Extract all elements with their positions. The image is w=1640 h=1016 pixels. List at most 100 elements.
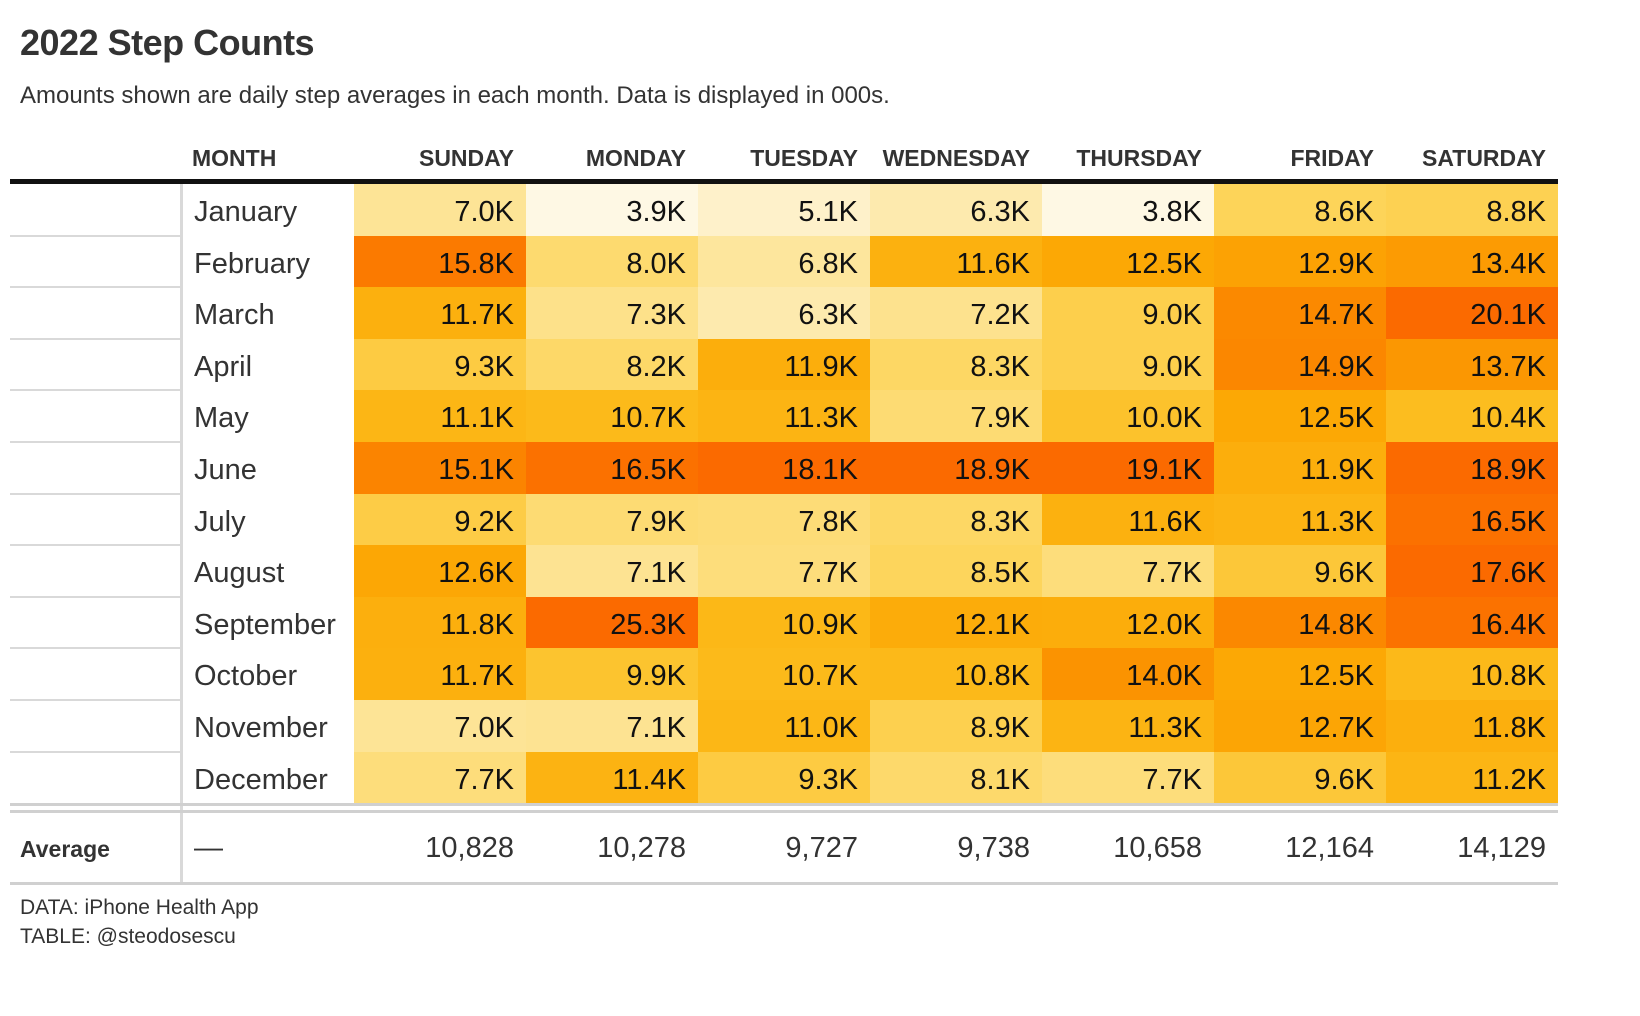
average-value: 9,738 — [957, 832, 1030, 864]
month-label: February — [194, 247, 311, 280]
month-label: September — [194, 608, 336, 641]
row-divider — [10, 234, 180, 237]
heatmap-cell: 9.3K — [698, 751, 870, 804]
heatmap-cell: 16.5K — [526, 442, 698, 495]
heatmap-cell: 3.8K — [1042, 184, 1214, 237]
month-label: January — [194, 196, 298, 228]
heatmap-cell: 9.6K — [1214, 545, 1386, 598]
heatmap-cell: 12.5K — [1042, 235, 1214, 288]
heatmap-cell: 8.1K — [870, 751, 1042, 804]
heatmap-cell: 10.7K — [526, 390, 698, 443]
row-divider — [10, 750, 180, 753]
heatmap-cell: 11.4K — [526, 751, 698, 804]
heatmap-cell: 15.8K — [354, 235, 526, 288]
row-divider — [10, 337, 180, 340]
heatmap-cell: 7.1K — [526, 700, 698, 753]
heatmap-cell: 11.6K — [1042, 493, 1214, 546]
heatmap-cell: 11.9K — [698, 338, 870, 391]
row-divider — [10, 389, 180, 392]
column-header-tuesday: TUESDAY — [750, 145, 858, 171]
column-divider — [180, 184, 183, 884]
heatmap-cell: 3.9K — [526, 184, 698, 237]
heatmap-cell: 9.0K — [1042, 287, 1214, 340]
heatmap-cell: 18.9K — [1386, 442, 1558, 495]
heatmap-cell: 10.7K — [698, 648, 870, 701]
heatmap-cell: 14.8K — [1214, 596, 1386, 649]
average-value: 14,129 — [1457, 832, 1546, 864]
heatmap-cell: 7.7K — [1042, 545, 1214, 598]
heatmap-cell: 7.1K — [526, 545, 698, 598]
row-divider — [10, 286, 180, 289]
heatmap-cell: 11.2K — [1386, 751, 1558, 804]
average-label: Average — [20, 836, 110, 862]
heatmap-cell: 9.2K — [354, 493, 526, 546]
data-source: DATA: iPhone Health App — [20, 896, 259, 919]
heatmap-cell: 11.7K — [354, 648, 526, 701]
heatmap-cell: 7.7K — [1042, 751, 1214, 804]
row-divider — [10, 544, 180, 547]
month-label: March — [194, 299, 275, 332]
average-value: 10,828 — [425, 832, 514, 864]
summary-rule — [10, 810, 1558, 813]
heatmap-cell: 7.8K — [698, 493, 870, 546]
heatmap-cell: 11.6K — [870, 235, 1042, 288]
heatmap-cell: 19.1K — [1042, 442, 1214, 495]
column-header-wednesday: WEDNESDAY — [882, 145, 1030, 171]
heatmap-cell: 12.0K — [1042, 596, 1214, 649]
average-value: 10,278 — [597, 832, 686, 864]
heatmap-cell: 7.9K — [526, 493, 698, 546]
heatmap-cell: 11.1K — [354, 390, 526, 443]
heatmap-cell: 6.8K — [698, 235, 870, 288]
heatmap-cell: 11.8K — [354, 596, 526, 649]
heatmap-cell: 12.6K — [354, 545, 526, 598]
month-label: August — [194, 557, 285, 590]
heatmap-cell: 6.3K — [698, 287, 870, 340]
heatmap-cell: 9.3K — [354, 338, 526, 391]
heatmap-cell: 7.9K — [870, 390, 1042, 443]
heatmap-cell: 10.9K — [698, 596, 870, 649]
heatmap-cell: 11.3K — [698, 390, 870, 443]
heatmap-cell: 7.7K — [354, 751, 526, 804]
heatmap-cell: 18.9K — [870, 442, 1042, 495]
row-divider — [10, 647, 180, 650]
heatmap-cell: 11.9K — [1214, 442, 1386, 495]
heatmap-cell: 14.9K — [1214, 338, 1386, 391]
heatmap-cell: 9.6K — [1214, 751, 1386, 804]
heatmap-cell: 15.1K — [354, 442, 526, 495]
heatmap-cell: 16.4K — [1386, 596, 1558, 649]
header-rule — [10, 179, 1558, 184]
row-divider — [10, 699, 180, 701]
heatmap-cell: 11.3K — [1042, 700, 1214, 753]
heatmap-cell: 16.5K — [1386, 493, 1558, 546]
heatmap-cell: 8.3K — [870, 338, 1042, 391]
footer-rule — [10, 882, 1558, 885]
heatmap-cell: 7.2K — [870, 287, 1042, 340]
average-month-value: — — [194, 832, 223, 864]
column-header-month: MONTH — [192, 145, 277, 171]
heatmap-cell: 12.9K — [1214, 235, 1386, 288]
heatmap-cell: 5.1K — [698, 184, 870, 237]
heatmap-cell: 8.3K — [870, 493, 1042, 546]
heatmap-cell: 11.8K — [1386, 700, 1558, 753]
column-header-sunday: SUNDAY — [418, 145, 514, 171]
heatmap-cell: 12.5K — [1214, 648, 1386, 701]
average-value: 10,658 — [1113, 832, 1202, 864]
average-value: 12,164 — [1285, 832, 1374, 864]
heatmap-cell: 14.7K — [1214, 287, 1386, 340]
heatmap-cell: 8.8K — [1386, 184, 1558, 237]
chart-subtitle: Amounts shown are daily step averages in… — [20, 82, 890, 109]
heatmap-cell: 12.5K — [1214, 390, 1386, 443]
heatmap-cell: 12.1K — [870, 596, 1042, 649]
heatmap-cell: 11.7K — [354, 287, 526, 340]
heatmap-cell: 10.8K — [1386, 648, 1558, 701]
heatmap-cell: 7.0K — [354, 700, 526, 753]
heatmap-cell: 7.0K — [354, 184, 526, 237]
heatmap-cell: 10.4K — [1386, 390, 1558, 443]
row-divider — [10, 595, 180, 598]
heatmap-cell: 7.3K — [526, 287, 698, 340]
month-label: July — [194, 505, 246, 538]
heatmap-cell: 13.4K — [1386, 235, 1558, 288]
month-label: April — [194, 350, 253, 383]
row-divider — [10, 492, 180, 495]
heatmap-cell: 6.3K — [870, 184, 1042, 237]
